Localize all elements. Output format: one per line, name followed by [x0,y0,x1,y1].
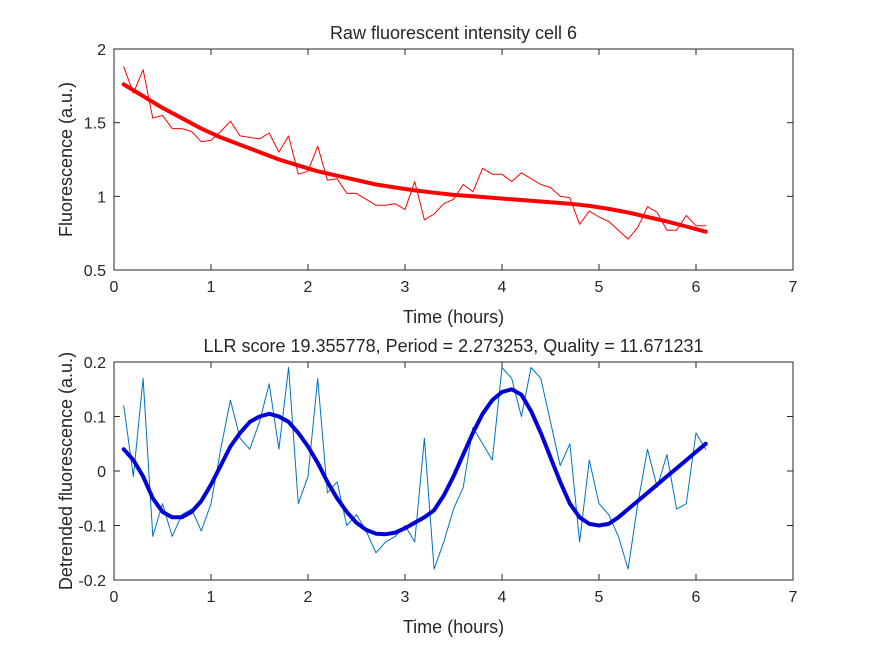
top-xtick-label: 0 [110,279,119,296]
top-xtick-label: 3 [401,279,410,296]
bottom-xtick-label: 6 [692,589,701,606]
bottom-chart-title: LLR score 19.355778, Period = 2.273253, … [203,336,703,356]
top-xtick-label: 1 [207,279,216,296]
top-ytick-label: 1.5 [84,116,106,133]
top-xtick-label: 6 [692,279,701,296]
top-series-fit [121,82,708,234]
top-xtick-label: 7 [789,279,798,296]
bottom-ytick-label: 0 [97,464,106,481]
bottom-y-axis-label: Detrended fluorescence (a.u.) [56,352,76,590]
bottom-xtick-label: 5 [595,589,604,606]
top-chart-title: Raw fluorescent intensity cell 6 [330,23,577,43]
bottom-xtick-label: 4 [498,589,507,606]
bottom-ytick-label: -0.2 [78,573,106,590]
top-ytick-label: 1 [97,189,106,206]
top-xtick-label: 5 [595,279,604,296]
bottom-xtick-label: 2 [304,589,313,606]
bottom-xtick-label: 3 [401,589,410,606]
top-xtick-label: 2 [304,279,313,296]
bottom-xtick-label: 0 [110,589,119,606]
bottom-series-fit [121,387,708,537]
bottom-chart-detrended-fluorescence: 0 1 2 3 4 5 6 7 -0.2 -0.1 0 0.1 0.2 LLR score 19.3557… [56,336,798,637]
top-series-raw [123,66,707,240]
top-axes-box [113,48,794,271]
top-ytick-label: 0.5 [84,263,106,280]
bottom-ytick-label: -0.1 [78,519,106,536]
top-x-axis-label: Time (hours) [403,307,504,327]
top-chart-raw-fluorescence: 0 1 2 3 4 5 6 7 0.5 1 1.5 2 Raw fluorescent intensit… [56,23,798,327]
bottom-x-axis-label: Time (hours) [403,617,504,637]
bottom-xtick-label: 7 [789,589,798,606]
top-y-axis-label: Fluorescence (a.u.) [56,82,76,237]
top-xtick-label: 4 [498,279,507,296]
bottom-ytick-label: 0.1 [84,410,106,427]
bottom-series-raw [123,367,707,570]
bottom-xtick-label: 1 [207,589,216,606]
top-ytick-label: 2 [97,42,106,59]
bottom-ytick-label: 0.2 [84,355,106,372]
